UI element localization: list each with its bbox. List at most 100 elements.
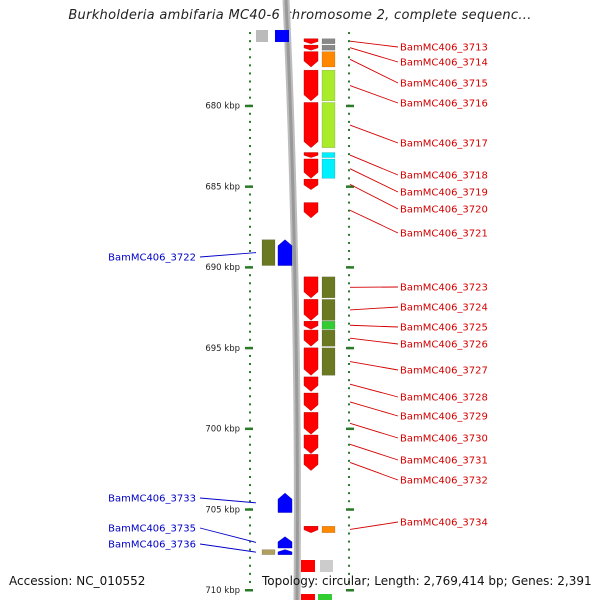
- minor-tick-right: [348, 225, 350, 228]
- gene-arrow: [303, 70, 319, 102]
- scale-tick-label: 700 kbp: [205, 425, 240, 435]
- minor-tick-right: [348, 322, 350, 325]
- minor-tick-right: [348, 411, 350, 414]
- minor-tick-right: [348, 161, 350, 164]
- minor-tick-right: [348, 492, 350, 495]
- gene-arrow: [303, 329, 319, 347]
- minor-tick-right: [348, 282, 350, 285]
- minor-tick-right: [348, 379, 350, 382]
- gene-arrow: [303, 38, 319, 44]
- cog-bar: [261, 549, 276, 555]
- minor-tick-right: [348, 419, 350, 422]
- label-leader-line: [349, 383, 399, 398]
- minor-tick-left: [249, 48, 251, 51]
- major-tick-right: [346, 508, 354, 511]
- minor-tick-right: [348, 532, 350, 535]
- minor-tick-right: [348, 387, 350, 390]
- partial-cog-bottom: [320, 560, 333, 572]
- minor-tick-right: [348, 500, 350, 503]
- gene-arrow: [303, 202, 319, 219]
- minor-tick-left: [249, 379, 251, 382]
- label-leader-line: [349, 361, 399, 371]
- gene-arrow: [303, 102, 319, 148]
- gene-arrow: [277, 536, 293, 549]
- label-leader-line: [349, 521, 399, 530]
- minor-tick-left: [249, 96, 251, 99]
- minor-tick-left: [249, 524, 251, 527]
- major-tick-right: [346, 427, 354, 431]
- major-tick-left: [245, 346, 253, 350]
- gene-label: BamMC406_3736: [108, 540, 196, 551]
- gene-arrow: [303, 347, 319, 376]
- gene-arrow: [303, 158, 319, 179]
- gene-arrow: [303, 51, 319, 68]
- minor-tick-right: [348, 233, 350, 236]
- minor-tick-left: [249, 330, 251, 333]
- gene-label: BamMC406_3725: [400, 323, 488, 334]
- major-tick-right: [346, 589, 354, 592]
- cog-bar: [321, 102, 336, 148]
- minor-tick-right: [348, 451, 350, 454]
- minor-tick-left: [249, 338, 251, 341]
- gene-label: BamMC406_3731: [400, 456, 488, 467]
- minor-tick-right: [348, 306, 350, 309]
- minor-tick-left: [249, 290, 251, 293]
- label-leader-line: [349, 124, 399, 144]
- major-tick-right: [346, 104, 354, 108]
- gene-label: BamMC406_3723: [400, 283, 488, 294]
- minor-tick-right: [348, 516, 350, 519]
- label-leader-line: [349, 168, 399, 193]
- minor-tick-left: [249, 443, 251, 446]
- minor-tick-left: [249, 56, 251, 59]
- minor-tick-right: [348, 217, 350, 220]
- gene-arrow: [303, 376, 319, 392]
- gene-label: BamMC406_3735: [108, 524, 196, 535]
- minor-tick-right: [348, 72, 350, 75]
- minor-tick-right: [348, 548, 350, 551]
- minor-tick-left: [249, 540, 251, 543]
- minor-tick-right: [348, 435, 350, 438]
- minor-tick-right: [348, 64, 350, 67]
- cog-bar: [261, 239, 276, 266]
- minor-tick-left: [249, 492, 251, 495]
- minor-tick-left: [249, 250, 251, 252]
- gene-label: BamMC406_3713: [400, 43, 488, 54]
- label-leader-line: [349, 462, 399, 481]
- minor-tick-right: [348, 145, 350, 148]
- gene-label: BamMC406_3719: [400, 188, 488, 199]
- label-leader-line: [349, 337, 399, 345]
- minor-tick-left: [249, 572, 251, 575]
- gene-label: BamMC406_3724: [400, 303, 488, 314]
- minor-tick-right: [348, 56, 350, 59]
- minor-tick-right: [348, 193, 350, 196]
- partial-gene-top: [275, 30, 289, 42]
- label-leader-line: [349, 324, 399, 328]
- gene-arrow: [303, 434, 319, 454]
- label-leader-line: [349, 184, 399, 210]
- minor-tick-left: [249, 580, 251, 583]
- minor-tick-right: [348, 580, 350, 583]
- minor-tick-right: [348, 241, 350, 244]
- minor-tick-left: [249, 225, 251, 228]
- minor-tick-left: [249, 169, 251, 172]
- label-leader-line: [349, 422, 399, 439]
- gene-arrow: [303, 412, 319, 435]
- minor-tick-right: [348, 48, 350, 51]
- minor-tick-left: [249, 233, 251, 236]
- minor-tick-left: [249, 419, 251, 422]
- minor-tick-right: [348, 96, 350, 99]
- minor-tick-left: [249, 564, 251, 567]
- minor-tick-left: [249, 395, 251, 398]
- gene-label: BamMC406_3717: [400, 139, 488, 150]
- gene-label: BamMC406_3721: [400, 229, 488, 240]
- minor-tick-left: [249, 459, 251, 462]
- major-tick-left: [245, 185, 253, 188]
- major-tick-right: [346, 185, 354, 188]
- cog-bar: [321, 329, 336, 347]
- label-leader-line: [349, 85, 399, 104]
- minor-tick-right: [348, 338, 350, 341]
- gene-arrow: [303, 178, 319, 190]
- minor-tick-right: [348, 290, 350, 293]
- minor-tick-right: [348, 169, 350, 172]
- minor-tick-left: [249, 548, 251, 551]
